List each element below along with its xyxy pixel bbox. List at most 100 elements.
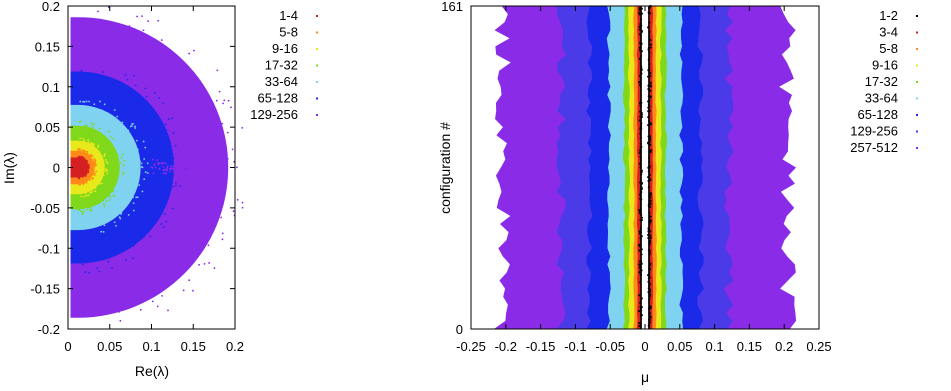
left-point	[86, 162, 89, 165]
left-point	[83, 195, 86, 198]
left-point	[138, 184, 141, 187]
left-band-area	[70, 157, 89, 178]
left-point	[116, 178, 118, 181]
left-y-tick-label: 0.2	[42, 0, 60, 14]
right-legend-marker	[916, 15, 918, 17]
left-point	[81, 175, 84, 177]
left-point	[84, 125, 87, 128]
right-point	[647, 233, 650, 237]
left-point	[88, 272, 91, 274]
left-point	[136, 148, 139, 151]
left-point	[81, 191, 84, 194]
left-point	[128, 25, 131, 27]
left-point	[192, 166, 194, 169]
left-point	[178, 273, 181, 276]
left-point	[79, 137, 82, 140]
left-point	[110, 142, 112, 145]
left-point	[123, 27, 126, 30]
right-point	[640, 42, 643, 45]
right-point	[639, 23, 642, 26]
right-point	[639, 308, 643, 312]
left-point	[179, 185, 182, 187]
left-point	[111, 188, 113, 190]
left-point	[83, 100, 86, 103]
right-x-axis-label: μ	[641, 369, 649, 385]
right-point	[648, 134, 651, 138]
left-point	[172, 166, 175, 169]
right-point	[649, 46, 652, 49]
left-point	[160, 39, 163, 41]
left-point	[168, 160, 171, 163]
left-y-tick-label: -0.15	[30, 282, 60, 297]
left-point	[172, 157, 175, 159]
left-point	[98, 76, 101, 79]
right-point	[648, 314, 651, 317]
left-point	[167, 309, 169, 312]
left-point	[203, 262, 206, 265]
left-point	[226, 131, 229, 134]
left-point	[107, 260, 110, 263]
left-point	[86, 194, 88, 197]
right-point	[647, 115, 650, 119]
right-point	[647, 11, 651, 15]
left-point	[151, 224, 154, 227]
left-point	[92, 164, 95, 166]
left-point	[142, 29, 145, 32]
right-point	[649, 43, 652, 46]
right-legend-marker	[916, 147, 918, 149]
right-point	[640, 190, 643, 194]
left-point	[85, 191, 87, 194]
right-point	[639, 13, 642, 16]
left-point	[83, 158, 86, 161]
left-point	[151, 300, 154, 303]
left-point	[142, 236, 145, 239]
left-point	[116, 251, 119, 253]
left-point	[176, 171, 179, 174]
left-point	[104, 158, 107, 161]
left-point	[184, 163, 186, 166]
left-point	[184, 169, 187, 171]
left-x-tick-label: 0	[64, 339, 71, 354]
left-point	[171, 117, 174, 120]
left-point	[103, 154, 106, 157]
right-point	[648, 240, 651, 243]
left-point	[120, 212, 123, 214]
left-point	[126, 78, 129, 81]
left-legend-marker	[316, 31, 318, 34]
left-point	[236, 166, 238, 169]
left-legend-label: 129-256	[250, 107, 298, 122]
right-point	[649, 151, 652, 154]
left-point	[174, 166, 177, 169]
left-point	[103, 103, 106, 106]
left-point	[104, 170, 107, 173]
left-point	[111, 267, 113, 269]
left-point	[120, 161, 123, 164]
left-point	[156, 305, 159, 308]
left-point	[138, 159, 141, 162]
left-legend-marker	[316, 15, 318, 17]
left-legend-label: 5-8	[279, 25, 298, 40]
left-point	[140, 162, 143, 165]
left-point	[164, 168, 166, 171]
right-point	[638, 83, 642, 87]
left-point	[87, 138, 90, 141]
left-point	[82, 100, 84, 103]
right-point	[639, 236, 642, 240]
left-point	[161, 212, 163, 214]
right-point	[639, 74, 642, 78]
left-point	[86, 167, 89, 169]
left-point	[141, 190, 144, 193]
left-point	[81, 140, 84, 143]
right-legend-marker	[916, 48, 918, 50]
left-point	[86, 160, 89, 162]
left-x-tick-label: 0.1	[142, 339, 160, 354]
left-point	[174, 182, 177, 184]
right-point	[639, 166, 642, 169]
left-point	[96, 223, 99, 226]
left-point	[98, 150, 101, 153]
right-legend-label: 9-16	[872, 58, 898, 73]
right-point	[638, 230, 641, 233]
right-point	[640, 248, 643, 251]
left-point	[166, 166, 169, 169]
left-point	[121, 172, 124, 175]
